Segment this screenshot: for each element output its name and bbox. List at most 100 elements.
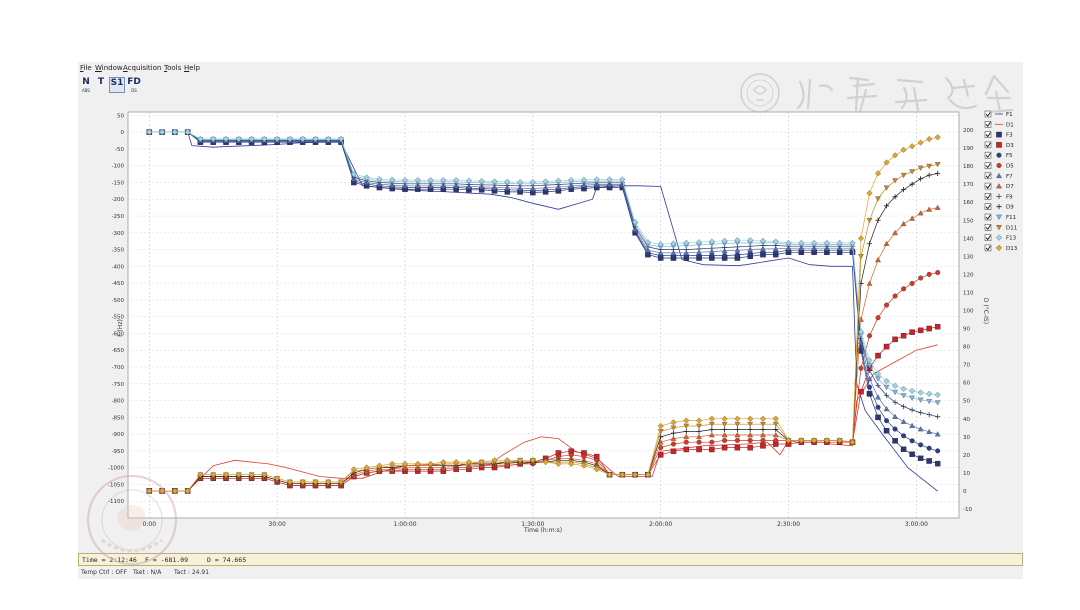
data-point-f9 [901,404,907,410]
data-point-d3 [657,452,664,458]
data-point-d3 [734,444,741,451]
data-point-d9 [901,186,907,193]
data-point-f13 [619,176,626,183]
data-point-d13 [926,135,933,143]
data-point-d13 [542,458,549,466]
legend-item-f11[interactable]: F11 [984,213,1016,221]
seal-lettering-arc [101,538,163,553]
data-point-f13 [542,178,549,185]
legend-checkbox-f1[interactable] [984,110,992,118]
legend-checkbox-d7[interactable] [984,182,992,190]
legend-checkbox-d11[interactable] [984,224,992,231]
legend-item-d3[interactable]: D3 [984,141,1014,149]
data-point-f5 [747,251,753,257]
legend-checkbox-f13[interactable] [984,234,992,241]
y-left-tick-label: -200 [112,197,125,203]
legend-label-d5: D5 [1006,164,1014,170]
legend-item-d5[interactable]: D5 [984,162,1014,170]
data-point-f9 [935,414,941,420]
legend-checkbox-d1[interactable] [984,120,992,128]
gridlines [128,112,959,518]
data-point-d3 [926,325,932,332]
menu-file[interactable]: File [80,64,92,72]
data-point-d9 [926,172,932,178]
legend-checkbox-f3[interactable] [984,131,992,138]
data-point-f13 [427,177,434,184]
legend-checkbox-d9[interactable] [984,203,992,210]
y-left-tick-label: -1050 [108,482,124,488]
legend-item-f1[interactable]: F1 [984,110,1013,118]
data-point-d13 [857,235,865,242]
data-point-d3 [875,352,881,359]
data-point-d9 [935,170,941,176]
legend-item-f5[interactable]: F5 [984,151,1013,159]
toolbar-t-label: T [97,77,105,87]
data-point-f13 [926,390,933,397]
legend-item-f9[interactable]: F9 [984,193,1013,200]
legend-checkbox-f5[interactable] [984,151,992,159]
legend-label-f5: F5 [1006,153,1013,159]
toolbar-s1-button[interactable]: S1 [109,77,125,93]
data-point-d13 [580,462,588,469]
legend-swatch-d7 [996,183,1002,189]
legend-item-d13[interactable]: D13 [984,244,1018,252]
data-point-d7 [734,432,741,438]
data-point-d11 [866,218,873,224]
data-point-f13 [414,177,421,184]
data-point-f9 [909,407,915,413]
series-line-f1 [149,131,938,492]
watermark-stroke-2 [846,76,878,114]
data-point-d7 [900,220,907,227]
data-point-d13 [883,159,890,166]
data-point-f13 [146,129,153,136]
menu-acquisition[interactable]: Acquisition [123,64,162,72]
data-point-f11 [934,400,941,406]
menu-help[interactable]: Help [184,64,200,72]
data-point-d13 [197,471,204,478]
data-point-d3 [892,336,898,343]
y-right-tick-label: 180 [963,164,974,170]
y-right-tick-label: 170 [963,182,974,188]
data-point-f7 [909,422,915,428]
y-right-tick-label: 200 [963,128,974,134]
data-point-d3 [883,343,890,350]
data-point-d13 [465,458,472,466]
data-point-d13 [235,471,242,478]
data-point-f7 [772,245,779,252]
toolbar-t-button[interactable]: T [94,77,108,93]
frequency-dissipation-chart[interactable]: 500-50-100-150-200-250-300-350-400-450-5… [78,96,1023,554]
data-point-f13 [555,177,562,184]
data-point-f13 [657,241,664,248]
data-point-d13 [657,422,664,430]
data-point-f13 [363,174,370,181]
legend-checkbox-d5[interactable] [984,162,992,169]
legend-checkbox-f7[interactable] [984,172,992,180]
data-point-d7 [708,432,715,438]
legend-item-f3[interactable]: F3 [984,131,1013,139]
legend-checkbox-d13[interactable] [984,244,992,252]
legend-item-d11[interactable]: D11 [984,224,1017,231]
legend-item-d7[interactable]: D7 [984,182,1014,190]
legend-item-d9[interactable]: D9 [984,203,1014,211]
data-point-f13 [644,239,651,246]
menu-window[interactable]: Window [95,64,123,72]
legend-item-f13[interactable]: F13 [984,234,1017,242]
temp-actual: Tact : 24.91 [174,569,210,576]
x-axis-label: Time (h:m:s) [523,527,562,534]
legend-checkbox-d3[interactable] [984,141,992,149]
toolbar-fd-button[interactable]: FD DS [126,77,142,93]
y-right-tick-label: 120 [963,272,974,278]
legend-checkbox-f11[interactable] [984,213,992,221]
data-point-d13 [644,471,651,478]
data-point-d13 [785,437,792,444]
data-point-d13 [376,462,383,469]
data-point-d11 [900,172,907,179]
data-point-f13 [785,239,792,246]
legend-item-d1[interactable]: D1 [984,120,1014,128]
y-axis-label-left: F (Hz) [117,319,124,337]
data-point-d13 [721,415,728,422]
legend-item-f7[interactable]: F7 [984,172,1013,180]
menu-tools[interactable]: Tools [164,64,182,72]
legend-checkbox-f9[interactable] [984,193,992,200]
toolbar-n-button[interactable]: N ABS [79,77,93,93]
